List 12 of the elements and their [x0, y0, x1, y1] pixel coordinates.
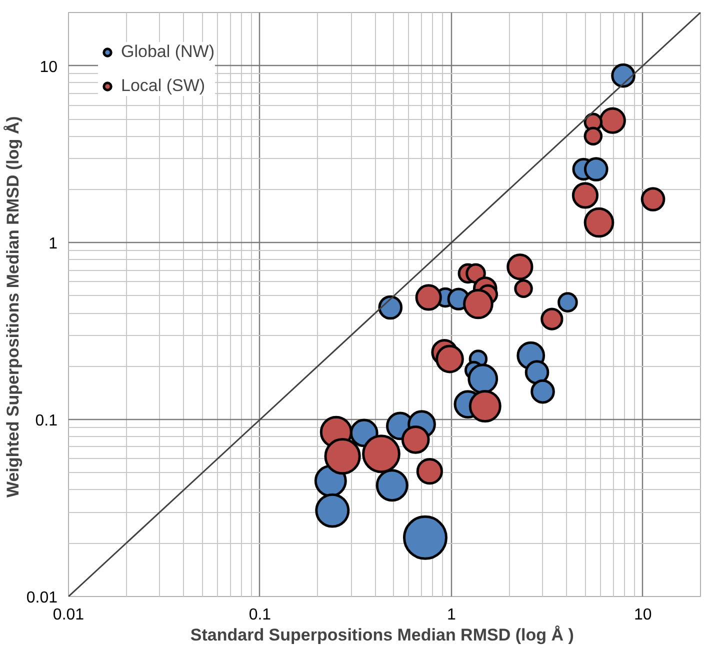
x-tick-label: 1: [446, 606, 456, 624]
x-tick-label: 0.1: [248, 606, 272, 624]
y-tick-label: 0.01: [26, 590, 58, 606]
y-tick-label: 0.1: [35, 412, 58, 430]
x-tick-label: 10: [634, 606, 652, 624]
x-axis-title: Standard Superpositions Median RMSD (log Å ): [190, 626, 574, 644]
y-tick-label: 1: [48, 236, 58, 253]
y-tick-label: 10: [40, 58, 58, 76]
legend-label: Global (NW): [121, 42, 215, 62]
legend-label: Local (SW): [121, 76, 206, 96]
x-tick-label: 0.01: [52, 606, 84, 624]
y-axis-title: Weighted Superpositions Median RMSD (log Å): [4, 116, 22, 498]
